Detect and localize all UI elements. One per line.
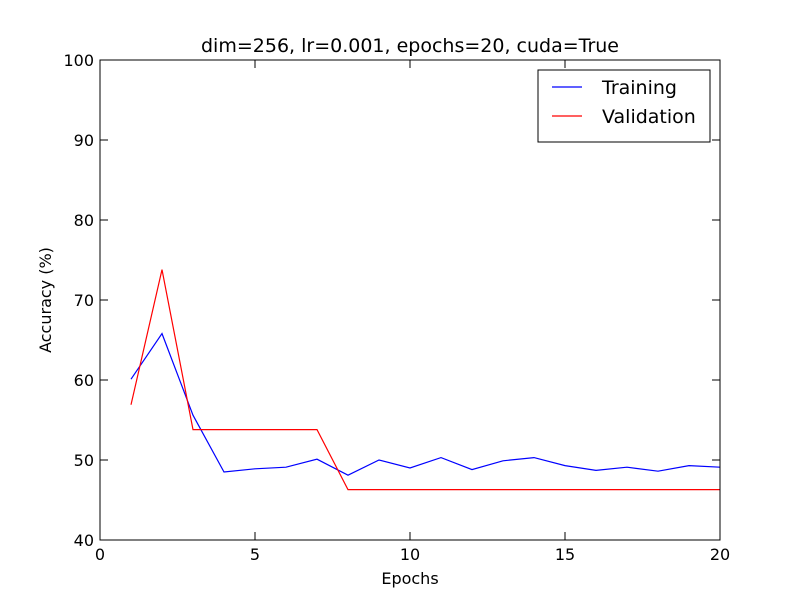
series-line-training xyxy=(130,332,721,476)
y-tick-label: 90 xyxy=(74,131,94,150)
x-tick-label: 0 xyxy=(95,545,105,564)
y-tick-label: 40 xyxy=(74,531,94,550)
legend-label-validation: Validation xyxy=(602,106,696,128)
y-axis-label: Accuracy (%) xyxy=(36,247,55,353)
chart-title: dim=256, lr=0.001, epochs=20, cuda=True xyxy=(201,35,619,57)
x-tick-label: 10 xyxy=(400,545,420,564)
y-tick-label: 80 xyxy=(74,211,94,230)
y-tick-label: 60 xyxy=(74,371,94,390)
legend-box xyxy=(537,69,711,143)
legend: Training Validation xyxy=(537,69,711,143)
x-tick-label: 5 xyxy=(250,545,260,564)
plot-frame xyxy=(99,59,721,541)
series-line-validation xyxy=(130,269,720,491)
plot-series xyxy=(130,269,721,491)
axes: 0 5 10 15 20 40 50 60 70 80 90 100 xyxy=(63,51,730,564)
y-tick-label: 70 xyxy=(74,291,94,310)
x-tick-label: 15 xyxy=(555,545,575,564)
y-tick-label: 100 xyxy=(63,51,94,70)
x-tick-label: 20 xyxy=(710,545,730,564)
x-axis-label: Epochs xyxy=(381,569,438,588)
y-tick-label: 50 xyxy=(74,451,94,470)
legend-label-training: Training xyxy=(601,77,677,99)
